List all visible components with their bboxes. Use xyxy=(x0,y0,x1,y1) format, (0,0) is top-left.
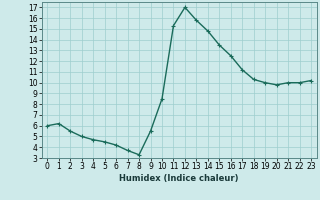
X-axis label: Humidex (Indice chaleur): Humidex (Indice chaleur) xyxy=(119,174,239,183)
